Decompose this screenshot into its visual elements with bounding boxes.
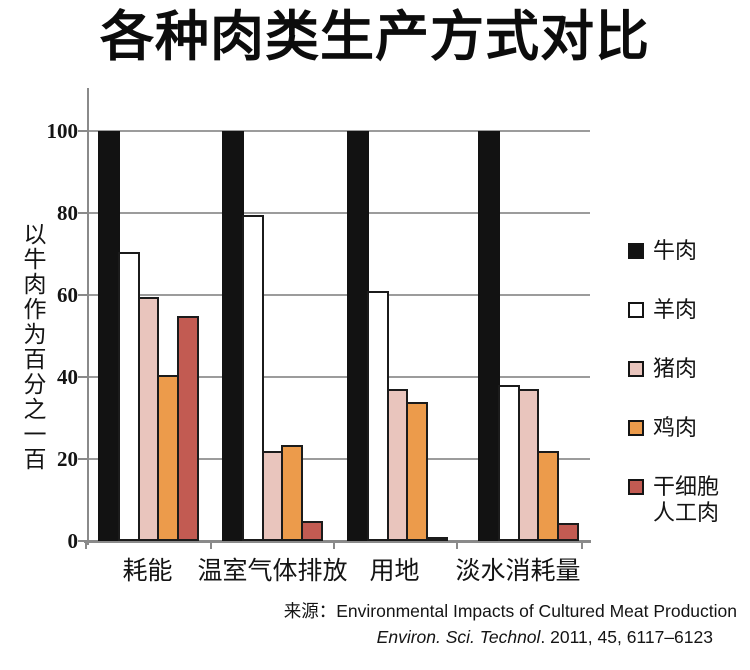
y-tick-label: 60 — [57, 283, 78, 307]
gridline — [88, 212, 590, 214]
x-tick — [85, 541, 87, 549]
y-tick-label: 80 — [57, 201, 78, 225]
y-tick — [77, 212, 87, 214]
gridline — [88, 376, 590, 378]
source-citation-rest: . 2011, 45, 6117–6123 — [540, 627, 713, 647]
source-journal: Environ. Sci. Technol — [376, 627, 541, 647]
y-tick-label: 40 — [57, 365, 78, 389]
y-axis-title: 以牛肉作为百分之一百 — [20, 222, 46, 472]
bar-淡水消耗量-羊肉 — [497, 385, 520, 541]
x-category-label: 用地 — [369, 557, 420, 585]
bar-用地-干细胞人工肉 — [426, 536, 448, 541]
y-tick-label: 0 — [67, 529, 79, 553]
legend: 牛肉羊肉猪肉鸡肉干细胞 人工肉 — [628, 238, 719, 526]
bar-淡水消耗量-干细胞人工肉 — [557, 522, 579, 541]
y-tick-label: 20 — [57, 447, 78, 471]
legend-item: 牛肉 — [628, 238, 719, 264]
bar-耗能-鸡肉 — [157, 374, 180, 541]
bar-淡水消耗量-鸡肉 — [537, 450, 560, 541]
legend-label: 鸡肉 — [653, 415, 698, 440]
x-tick — [210, 541, 212, 549]
y-tick — [77, 376, 87, 378]
legend-item: 鸡肉 — [628, 415, 719, 441]
bar-耗能-牛肉 — [98, 131, 120, 541]
bar-温室气体排放-牛肉 — [222, 131, 244, 541]
x-category-label: 淡水消耗量 — [455, 557, 581, 585]
y-tick — [77, 458, 87, 460]
legend-label: 猪肉 — [653, 356, 698, 381]
bar-用地-牛肉 — [347, 131, 369, 541]
legend-swatch-icon — [628, 243, 644, 259]
x-category-label: 温室气体排放 — [197, 557, 348, 585]
bar-温室气体排放-猪肉 — [261, 450, 284, 541]
y-tick — [77, 294, 87, 296]
legend-swatch-icon — [628, 479, 644, 495]
gridline — [88, 294, 590, 296]
source-line-1: 来源：Environmental Impacts of Cultured Mea… — [283, 601, 737, 621]
bar-耗能-羊肉 — [117, 251, 140, 541]
legend-swatch-icon — [628, 302, 644, 318]
legend-item: 羊肉 — [628, 297, 719, 323]
bar-淡水消耗量-猪肉 — [517, 389, 540, 541]
bar-用地-鸡肉 — [406, 401, 429, 541]
x-tick — [581, 541, 583, 549]
x-tick — [333, 541, 335, 549]
bar-用地-猪肉 — [386, 389, 409, 541]
x-tick — [456, 541, 458, 549]
x-category-label: 耗能 — [122, 557, 173, 585]
legend-label: 干细胞 人工肉 — [653, 474, 720, 525]
x-axis-line — [84, 540, 591, 543]
y-axis-line — [86, 88, 89, 545]
y-tick — [77, 540, 87, 542]
bar-温室气体排放-干细胞人工肉 — [301, 520, 323, 541]
bar-温室气体排放-羊肉 — [241, 215, 264, 541]
bar-耗能-干细胞人工肉 — [177, 315, 199, 541]
gridline — [88, 130, 590, 132]
y-tick — [77, 130, 87, 132]
source-citation: 来源：Environmental Impacts of Cultured Mea… — [284, 598, 737, 650]
legend-swatch-icon — [628, 420, 644, 436]
legend-item: 猪肉 — [628, 356, 719, 382]
gridline — [88, 458, 590, 460]
legend-swatch-icon — [628, 361, 644, 377]
bar-温室气体排放-鸡肉 — [281, 444, 304, 541]
bar-耗能-猪肉 — [137, 297, 160, 541]
legend-item: 干细胞 人工肉 — [628, 474, 719, 526]
y-tick-label: 100 — [46, 119, 79, 143]
legend-label: 羊肉 — [653, 297, 698, 322]
bar-淡水消耗量-牛肉 — [478, 131, 500, 541]
source-line-2: Environ. Sci. Technol. 2011, 45, 6117–61… — [284, 624, 737, 650]
bar-用地-羊肉 — [366, 290, 389, 541]
chart-title: 各种肉类生产方式对比 — [100, 7, 650, 67]
legend-label: 牛肉 — [653, 238, 698, 263]
